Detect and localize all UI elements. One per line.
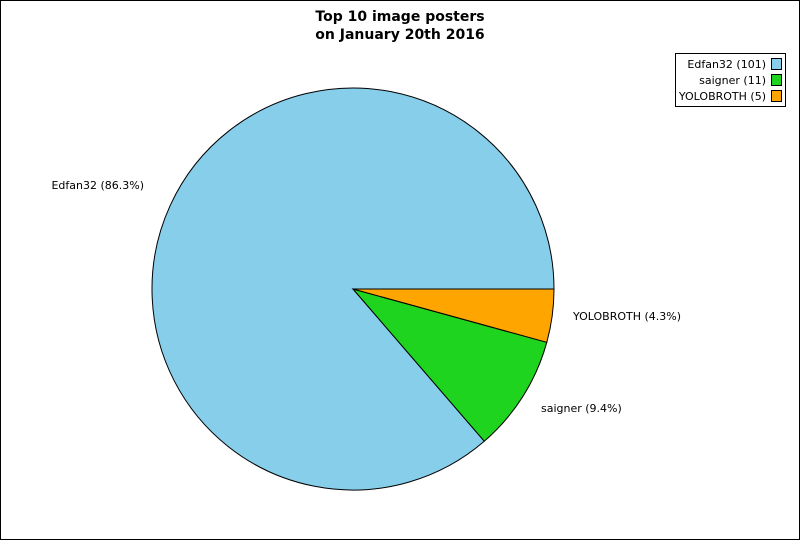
legend-label-yolobroth: YOLOBROTH (5)	[678, 89, 766, 103]
legend-swatch-yolobroth	[771, 90, 782, 102]
pie-label-edfan32: Edfan32 (86.3%)	[51, 179, 144, 192]
legend-row-edfan32: Edfan32 (101)	[679, 56, 782, 72]
legend-row-yolobroth: YOLOBROTH (5)	[679, 88, 782, 104]
pie-slice-edfan32	[151, 87, 555, 491]
legend-label-saigner: saigner (11)	[699, 73, 766, 87]
pie-slice-yolobroth	[352, 288, 555, 343]
legend-row-saigner: saigner (11)	[679, 72, 782, 88]
chart-title-line2: on January 20th 2016	[315, 27, 485, 43]
legend-swatch-saigner	[771, 74, 782, 86]
chart-legend: Edfan32 (101) saigner (11) YOLOBROTH (5)	[674, 53, 786, 107]
legend-swatch-edfan32	[771, 58, 782, 70]
chart-title: Top 10 image posters on January 20th 201…	[1, 8, 799, 44]
pie-label-saigner: saigner (9.4%)	[541, 402, 622, 415]
pie-slice-saigner	[351, 288, 548, 442]
pie-label-yolobroth: YOLOBROTH (4.3%)	[573, 310, 682, 323]
legend-label-edfan32: Edfan32 (101)	[687, 57, 766, 71]
chart-title-line1: Top 10 image posters	[315, 9, 485, 25]
